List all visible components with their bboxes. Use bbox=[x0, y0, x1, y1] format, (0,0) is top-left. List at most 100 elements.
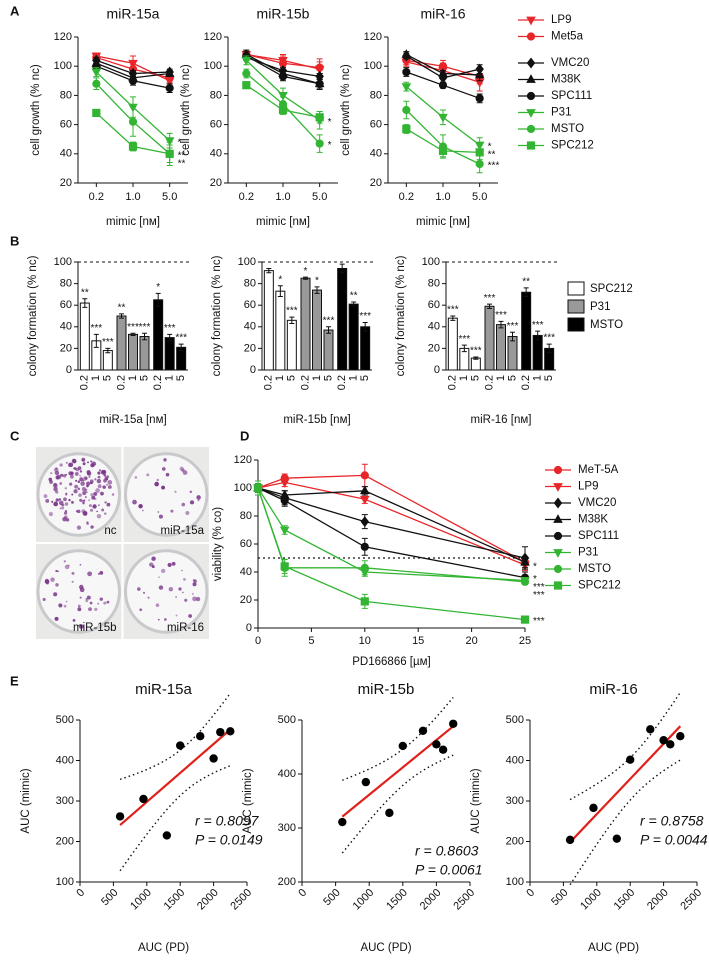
y-tick-label: 20 bbox=[60, 177, 72, 189]
error-bar bbox=[289, 316, 295, 325]
colony bbox=[86, 470, 91, 475]
colony bbox=[170, 509, 174, 513]
x-tick-label: 1000 bbox=[351, 887, 377, 913]
colony bbox=[65, 461, 68, 464]
colony bbox=[97, 602, 100, 605]
x-tick-label: 0.2 bbox=[447, 375, 459, 390]
colony bbox=[86, 595, 91, 600]
x-tick-label: 0.2 bbox=[336, 375, 348, 390]
x-tick-label: 1500 bbox=[384, 887, 410, 913]
colony bbox=[85, 599, 89, 603]
x-tick-label: 5 bbox=[506, 375, 518, 381]
bar bbox=[128, 333, 138, 371]
error-bar bbox=[130, 332, 136, 336]
colony bbox=[95, 488, 101, 493]
stat-label: r = 0.8603 bbox=[415, 843, 479, 859]
colony bbox=[192, 596, 197, 602]
colony bbox=[84, 496, 87, 499]
colony bbox=[89, 479, 94, 484]
error-bar bbox=[510, 331, 515, 342]
y-tick-label: 20 bbox=[240, 594, 252, 606]
error-bar bbox=[105, 347, 111, 354]
x-tick-label: 5 bbox=[175, 375, 187, 381]
colony bbox=[55, 498, 59, 502]
colony bbox=[79, 563, 82, 566]
data-point bbox=[360, 542, 369, 551]
data-point bbox=[360, 471, 369, 480]
colony bbox=[94, 607, 98, 611]
bar bbox=[275, 290, 286, 371]
data-point bbox=[520, 577, 530, 586]
bar bbox=[348, 303, 359, 371]
colony bbox=[175, 596, 177, 598]
colony bbox=[162, 467, 166, 471]
colony bbox=[189, 490, 193, 494]
colony bbox=[102, 485, 106, 489]
significance-label: *** bbox=[507, 321, 519, 332]
colony bbox=[63, 511, 68, 515]
y-axis-label: colony formation (% nc) bbox=[395, 255, 407, 376]
y-tick-label: 100 bbox=[234, 482, 252, 494]
x-tick-label: 1 bbox=[532, 375, 544, 381]
stat-label: r = 0.8097 bbox=[195, 813, 260, 829]
significance-label: *** bbox=[323, 315, 335, 326]
data-point bbox=[666, 740, 675, 749]
bar bbox=[139, 336, 150, 371]
legend-label: MSTO bbox=[551, 123, 584, 135]
legend-marker bbox=[526, 57, 536, 69]
x-tick-label: 0.2 bbox=[263, 375, 275, 390]
colony bbox=[181, 569, 183, 572]
dish: miR-15b bbox=[36, 544, 122, 639]
colony bbox=[78, 493, 82, 497]
data-point bbox=[438, 68, 448, 77]
colony bbox=[97, 484, 102, 489]
colony bbox=[101, 508, 105, 512]
colony bbox=[80, 481, 85, 486]
colony bbox=[139, 608, 143, 612]
x-tick-label: 2000 bbox=[418, 887, 444, 913]
fit-line bbox=[569, 725, 682, 843]
chart-title: miR-16 bbox=[589, 681, 637, 698]
colony bbox=[53, 592, 58, 597]
x-tick-label: 5.0 bbox=[312, 191, 327, 203]
y-tick-label: 400 bbox=[56, 754, 74, 766]
bar bbox=[263, 270, 274, 371]
colony bbox=[64, 510, 68, 513]
y-tick-label: 80 bbox=[60, 89, 72, 101]
legend-marker bbox=[553, 497, 563, 509]
colony bbox=[134, 476, 138, 479]
colony bbox=[104, 501, 107, 504]
x-tick-label: 0.2 bbox=[239, 191, 254, 203]
y-tick-label: 120 bbox=[204, 31, 222, 43]
data-point bbox=[520, 556, 530, 566]
colony bbox=[68, 463, 71, 466]
x-tick-label: 1000 bbox=[128, 887, 154, 913]
colony bbox=[55, 569, 58, 572]
y-tick-label: 20 bbox=[428, 342, 440, 354]
error-bar bbox=[362, 321, 368, 332]
significance-label: * bbox=[315, 275, 319, 286]
colony bbox=[45, 498, 50, 503]
colony bbox=[65, 494, 68, 496]
colony bbox=[87, 571, 93, 577]
data-point bbox=[128, 142, 138, 151]
colony bbox=[91, 495, 96, 500]
colony bbox=[107, 480, 113, 485]
y-tick-label: 120 bbox=[364, 31, 382, 43]
colony bbox=[90, 525, 94, 529]
colony bbox=[192, 593, 194, 595]
data-point bbox=[278, 72, 288, 81]
y-tick-label: 100 bbox=[364, 60, 382, 72]
colony bbox=[185, 511, 190, 516]
colony bbox=[64, 564, 70, 570]
colony bbox=[73, 467, 76, 470]
colony bbox=[50, 472, 53, 475]
colony bbox=[184, 598, 188, 602]
significance-label: * bbox=[304, 266, 308, 277]
bar bbox=[337, 267, 348, 371]
data-point bbox=[438, 745, 448, 754]
colony bbox=[96, 513, 102, 519]
dish-plate bbox=[36, 549, 121, 634]
y-tick-label: 40 bbox=[428, 321, 440, 333]
error-bar bbox=[498, 320, 504, 329]
